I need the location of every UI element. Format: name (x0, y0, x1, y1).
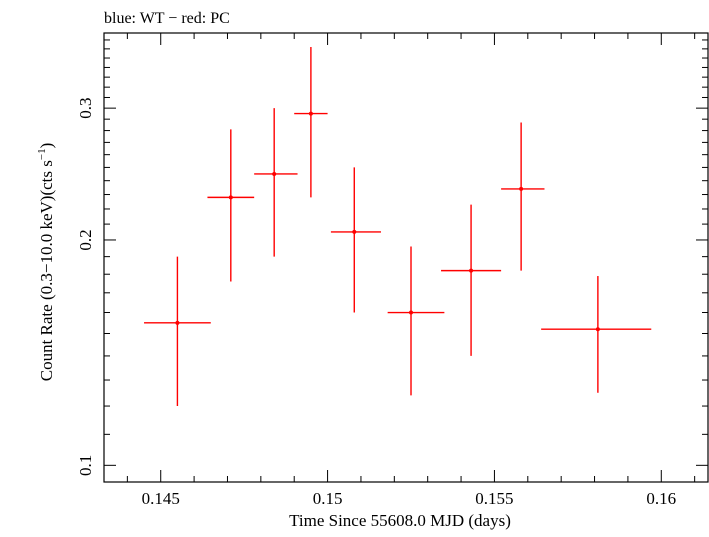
data-point (144, 256, 211, 407)
data-point-marker (228, 195, 233, 200)
data-point-marker (352, 229, 357, 234)
x-axis-label: Time Since 55608.0 MJD (days) (289, 511, 511, 530)
data-point (254, 108, 298, 257)
y-axis-label-main: Count Rate (0.3−10.0 keV)(cts s (37, 160, 56, 381)
data-point-marker (409, 310, 414, 315)
y-axis-label: Count Rate (0.3−10.0 keV)(cts s−1) (36, 143, 56, 382)
plot-frame (103, 32, 709, 483)
data-point-marker (519, 186, 524, 191)
data-point-marker (469, 268, 474, 273)
x-tick-label: 0.145 (142, 489, 180, 508)
x-tick-label: 0.15 (313, 489, 343, 508)
x-tick-label: 0.155 (475, 489, 513, 508)
y-tick-label: 0.3 (76, 98, 95, 119)
data-point-marker (595, 327, 600, 332)
data-point (207, 129, 255, 282)
data-point (541, 276, 652, 393)
data-points-layer (144, 47, 652, 407)
data-point (387, 246, 445, 396)
y-axis-label-end: ) (37, 143, 56, 149)
x-tick-label: 0.16 (646, 489, 676, 508)
data-point (441, 204, 502, 356)
y-tick-label: 0.2 (76, 229, 95, 250)
data-point-marker (272, 171, 277, 176)
data-point-marker (175, 320, 180, 325)
y-tick-label: 0.1 (76, 455, 95, 476)
data-point (294, 47, 328, 198)
chart-title: blue: WT − red: PC (104, 10, 230, 27)
data-point (501, 122, 545, 271)
data-point-marker (308, 111, 313, 116)
y-axis-ticks: 0.1 0.2 0.3 (76, 39, 708, 476)
y-axis-label-superscript: −1 (36, 148, 48, 160)
x-axis-ticks: 0.145 0.15 0.155 0.16 (126, 33, 696, 508)
data-point (330, 167, 381, 313)
